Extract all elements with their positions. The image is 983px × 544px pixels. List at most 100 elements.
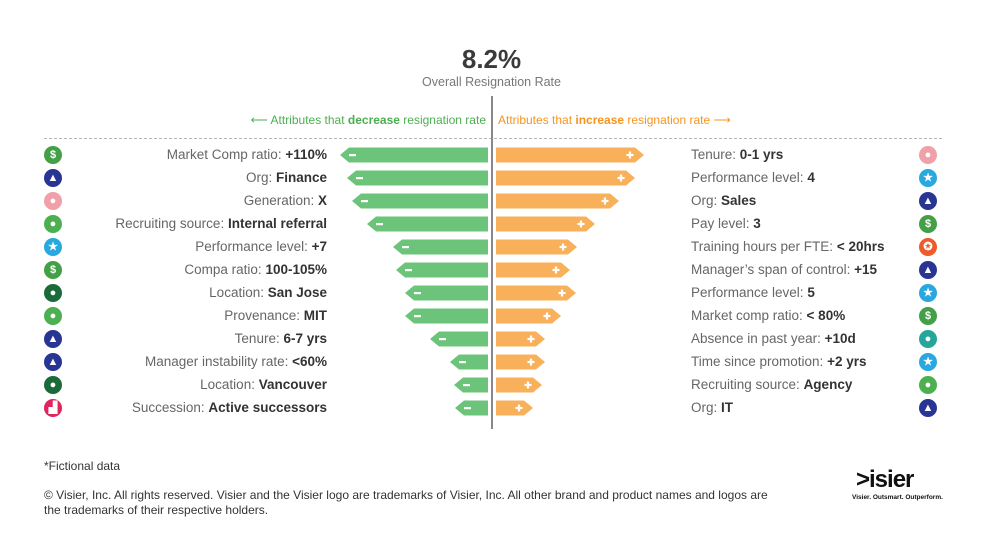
recruit-icon: ● <box>44 215 62 233</box>
overall-rate-value: 8.2% <box>461 44 522 74</box>
recruit-icon: ● <box>44 307 62 325</box>
increase-bar <box>496 400 533 416</box>
attribute-name: Market comp ratio: <box>691 308 807 323</box>
org-icon: ▲ <box>44 330 62 348</box>
attribute-name: Manager instability rate: <box>145 354 293 369</box>
minus-icon <box>414 292 421 295</box>
attribute-name: Location: <box>200 377 259 392</box>
arrow-right-icon: ⟶ <box>710 113 731 127</box>
attribute-label: Location: San Jose <box>209 285 327 301</box>
attribute-value: < 80% <box>806 308 846 323</box>
attribute-name: Tenure: <box>691 147 740 162</box>
attribute-value: Internal referral <box>227 216 327 231</box>
star-icon: ★ <box>44 238 62 256</box>
increase-bar <box>496 170 635 186</box>
attribute-label: Generation: X <box>244 193 327 209</box>
increase-bar <box>496 262 570 278</box>
attribute-value: Agency <box>803 377 853 392</box>
attribute-label: Org: IT <box>691 400 733 416</box>
location-icon: ● <box>44 284 62 302</box>
attribute-value: X <box>317 193 327 208</box>
attribute-name: Manager’s span of control: <box>691 262 855 277</box>
decrease-bar <box>347 170 488 186</box>
visier-tagline: Visier. Outsmart. Outperform. <box>852 494 943 501</box>
attribute-label: Training hours per FTE: < 20hrs <box>691 239 884 255</box>
attribute-label: Manager instability rate: <60% <box>145 354 327 370</box>
decrease-legend-suffix: resignation rate <box>399 113 486 127</box>
plus-icon <box>561 243 565 251</box>
increase-bar <box>496 147 644 163</box>
attribute-name: Tenure: <box>234 331 284 346</box>
attribute-label: Compa ratio: 100-105% <box>184 262 327 278</box>
center-axis <box>491 96 493 429</box>
attribute-name: Succession: <box>131 400 209 415</box>
decrease-bar <box>396 262 488 278</box>
attribute-value: 4 <box>807 170 815 185</box>
minus-icon <box>402 246 409 249</box>
plus-icon <box>579 220 583 228</box>
attribute-name: Pay level: <box>691 216 754 231</box>
increase-bar <box>496 377 542 393</box>
attribute-value: San Jose <box>267 285 327 300</box>
minus-icon <box>464 407 471 410</box>
org-icon: ▲ <box>44 169 62 187</box>
attribute-value: 6-7 yrs <box>283 331 327 346</box>
plus-icon <box>554 266 558 274</box>
attribute-value: IT <box>721 400 734 415</box>
recruit-icon: ● <box>919 376 937 394</box>
attribute-name: Training hours per FTE: <box>691 239 837 254</box>
attribute-label: Market comp ratio: < 80% <box>691 308 845 324</box>
plus-icon <box>619 174 623 182</box>
org-icon: ▲ <box>919 192 937 210</box>
decrease-legend: ⟵ Attributes that decrease resignation r… <box>251 113 486 127</box>
minus-icon <box>459 361 466 364</box>
plus-icon <box>526 381 530 389</box>
plus-icon <box>529 358 533 366</box>
minus-icon <box>463 384 470 387</box>
attribute-label: Performance level: +7 <box>195 239 327 255</box>
increase-bar <box>496 216 595 232</box>
attribute-name: Recruiting source: <box>115 216 228 231</box>
dollar-icon: $ <box>919 307 937 325</box>
dollar-icon: $ <box>44 261 62 279</box>
increase-legend: Attributes that increase resignation rat… <box>498 113 731 127</box>
dollar-icon: $ <box>44 146 62 164</box>
attribute-value: <60% <box>292 354 327 369</box>
attribute-value: +2 yrs <box>827 354 867 369</box>
attribute-value: Sales <box>721 193 757 208</box>
plus-icon <box>603 197 607 205</box>
decrease-bar <box>430 331 488 347</box>
attribute-name: Compa ratio: <box>184 262 266 277</box>
attribute-name: Time since promotion: <box>691 354 828 369</box>
attribute-name: Performance level: <box>691 170 808 185</box>
increase-bar <box>496 285 576 301</box>
attribute-value: < 20hrs <box>836 239 885 254</box>
decrease-bar <box>455 400 488 416</box>
attribute-name: Org: <box>691 400 722 415</box>
attribute-label: Absence in past year: +10d <box>691 331 856 347</box>
attribute-value: 3 <box>753 216 761 231</box>
person-icon: ● <box>919 330 937 348</box>
attribute-label: Pay level: 3 <box>691 216 761 232</box>
attribute-name: Location: <box>209 285 268 300</box>
attribute-value: 5 <box>807 285 815 300</box>
minus-icon <box>349 154 356 157</box>
decrease-legend-bold: decrease <box>347 113 400 127</box>
minus-icon <box>414 315 421 318</box>
org-icon: ▲ <box>919 399 937 417</box>
attribute-label: Recruiting source: Internal referral <box>115 216 327 232</box>
star-icon: ★ <box>919 284 937 302</box>
attribute-value: Active successors <box>208 400 327 415</box>
visier-logo: >isier <box>856 466 914 493</box>
attribute-name: Absence in past year: <box>691 331 825 346</box>
attribute-value: +7 <box>311 239 327 254</box>
attribute-label: Market Comp ratio: +110% <box>167 147 327 163</box>
decrease-bar <box>450 354 488 370</box>
attribute-name: Provenance: <box>224 308 304 323</box>
attribute-label: Tenure: 6-7 yrs <box>235 331 327 347</box>
fictional-data-note: *Fictional data <box>44 459 121 473</box>
attribute-name: Performance level: <box>195 239 312 254</box>
attribute-value: +15 <box>854 262 878 277</box>
attribute-value: 0-1 yrs <box>739 147 784 162</box>
increase-bar <box>496 354 545 370</box>
